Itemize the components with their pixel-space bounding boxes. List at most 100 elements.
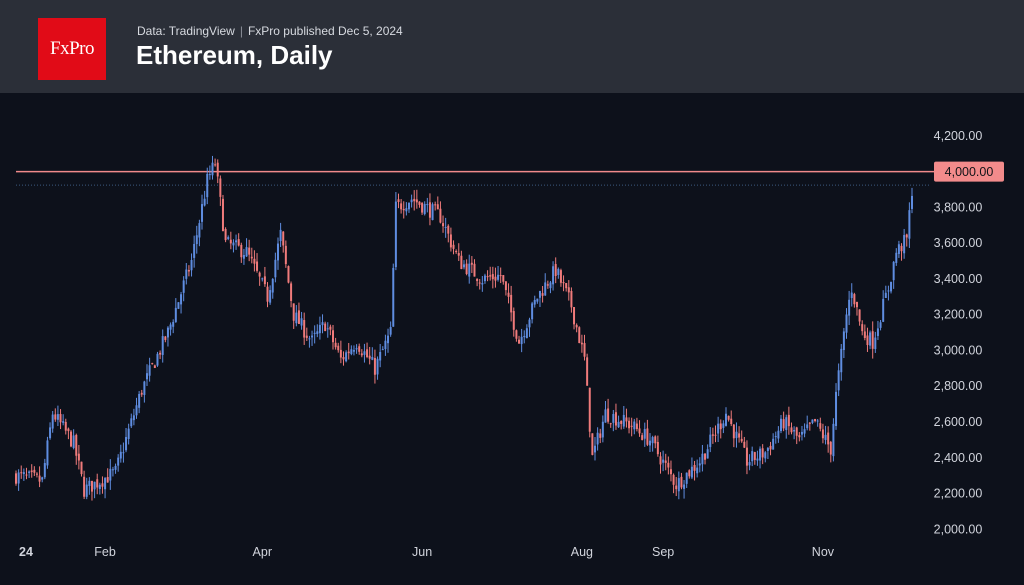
candle-body: [599, 433, 602, 438]
candle-body: [827, 432, 830, 445]
candle-body: [814, 418, 817, 422]
chart-title: Ethereum, Daily: [136, 40, 333, 70]
candle-body: [709, 434, 712, 448]
candle-body: [266, 286, 269, 302]
candle-body: [392, 267, 395, 327]
candle-body: [256, 261, 259, 271]
candle-body: [483, 275, 486, 282]
candle-body: [35, 473, 38, 475]
candle-body: [764, 452, 767, 459]
candle-body: [696, 467, 699, 474]
candle-body: [853, 294, 856, 305]
candle-body: [101, 483, 104, 487]
candle-body: [75, 434, 78, 456]
candle-body: [208, 174, 211, 176]
candle-body: [413, 198, 416, 202]
candle-body: [546, 284, 549, 286]
candle-body: [187, 270, 190, 272]
candle-body: [748, 462, 751, 466]
candle-body: [38, 475, 41, 482]
candle-body: [59, 414, 62, 423]
candle-body: [290, 283, 293, 301]
candle-body: [240, 244, 243, 258]
candle-body: [717, 423, 720, 434]
candle-body: [848, 299, 851, 316]
candle-body: [743, 441, 746, 448]
candle-body: [816, 420, 819, 422]
y-tick-label: 4,200.00: [934, 129, 983, 143]
candle-body: [198, 223, 201, 238]
candle-body: [473, 263, 476, 277]
candle-body: [216, 162, 219, 177]
candle-body: [499, 275, 502, 277]
meta-separator: |: [239, 24, 243, 38]
candle-body: [426, 204, 429, 206]
candle-body: [662, 459, 665, 463]
candle-body: [269, 290, 272, 303]
candle-body: [845, 314, 848, 333]
candle-body: [575, 324, 578, 328]
candle-body: [798, 435, 801, 438]
candle-body: [185, 269, 188, 279]
candle-body: [638, 428, 641, 434]
candle-body: [821, 429, 824, 439]
candle-body: [232, 242, 235, 246]
candle-body: [235, 240, 238, 243]
candle-body: [449, 234, 452, 248]
candle-body: [203, 198, 206, 206]
candle-body: [806, 424, 809, 429]
candle-body: [698, 463, 701, 466]
candle-body: [224, 228, 227, 241]
candle-body: [714, 434, 717, 436]
candle-body: [452, 244, 455, 249]
level-price-label: 4,000.00: [945, 165, 994, 179]
candle-body: [753, 452, 756, 460]
candle-body: [201, 204, 204, 222]
candle-body: [866, 335, 869, 346]
candle-body: [373, 358, 376, 375]
candle-body: [557, 268, 560, 275]
candle-body: [287, 266, 290, 283]
candle-body: [242, 255, 245, 259]
candle-body: [869, 332, 872, 346]
y-tick-label: 2,600.00: [934, 415, 983, 429]
candle-body: [376, 358, 379, 375]
candle-body: [442, 223, 445, 227]
candle-body: [311, 335, 314, 338]
y-tick-label: 3,400.00: [934, 272, 983, 286]
candle-body: [525, 328, 528, 339]
y-tick-label: 2,000.00: [934, 522, 983, 536]
candle-body: [49, 427, 52, 439]
candle-body: [135, 405, 138, 416]
candle-body: [229, 239, 232, 244]
candle-body: [172, 322, 175, 327]
candle-body: [489, 275, 492, 277]
candle-body: [588, 387, 591, 432]
candle-body: [523, 335, 526, 338]
candle-body: [271, 278, 274, 293]
candle-body: [460, 255, 463, 270]
candle-body: [646, 428, 649, 445]
candle-body: [263, 276, 266, 285]
candle-body: [329, 326, 332, 330]
candle-body: [423, 203, 426, 215]
candle-body: [379, 351, 382, 361]
candle-body: [292, 303, 295, 321]
candle-body: [837, 370, 840, 391]
candle-body: [20, 472, 23, 474]
candle-body: [659, 456, 662, 465]
candle-body: [604, 409, 607, 423]
candle-body: [151, 363, 154, 365]
candle-body: [345, 352, 348, 362]
candle-body: [337, 345, 340, 351]
candle-body: [654, 436, 657, 444]
candle-body: [656, 441, 659, 455]
y-tick-label: 2,400.00: [934, 451, 983, 465]
candle-body: [463, 264, 465, 268]
candle-body: [719, 423, 722, 430]
candle-body: [455, 251, 458, 253]
candle-body: [688, 470, 691, 477]
candle-body: [596, 432, 599, 445]
candle-body: [248, 247, 251, 255]
